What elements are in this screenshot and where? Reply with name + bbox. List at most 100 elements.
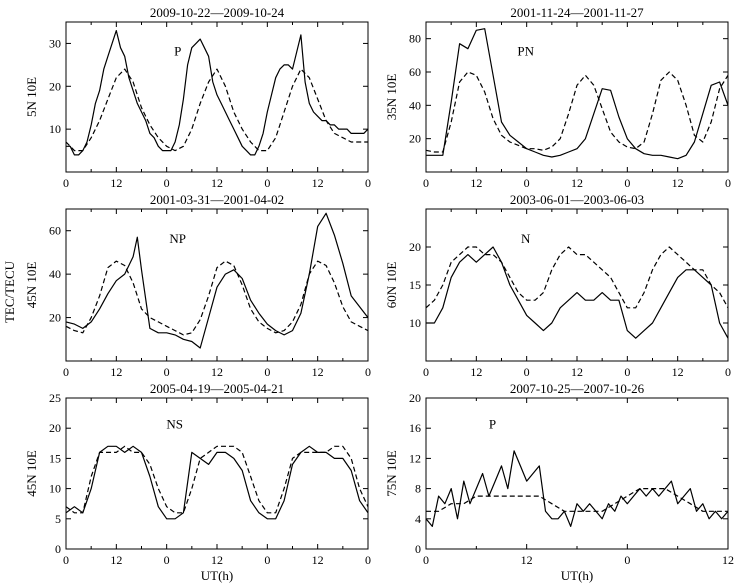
panel-annotation: P [489,417,496,432]
y-tick-label: 30 [49,36,61,50]
x-tick-label: 0 [365,176,371,190]
series-line-dashed [426,488,728,512]
y-tick-label: 80 [409,32,421,46]
y-tick-label: 25 [49,391,61,405]
x-tick-label: 0 [725,365,731,379]
panel-4: 2003-06-01—2003-06-03 N 60N 10E 0 12 0 12 0 12 0 1… [384,192,731,379]
x-tick-label: 12 [470,176,482,190]
x-tick-label: 0 [264,176,270,190]
y-tick-label: 4 [415,512,421,526]
series-line-dashed [425,71,729,153]
x-tick-label: 0 [63,365,69,379]
y-tick-label: 20 [409,240,421,254]
x-tick-label: 0 [164,553,170,567]
y-tick-label: 10 [49,482,61,496]
y-tick-label: 8 [415,482,421,496]
panel-title: 2007-10-25—2007-10-26 [510,381,645,396]
series-line-solid [426,246,729,339]
x-tick-label: 0 [264,365,270,379]
y-tick-label: 20 [49,311,61,325]
x-tick-label: 0 [423,176,429,190]
figure-ylabel: TEC/TECU [2,260,17,323]
x-tick-label: 12 [312,365,324,379]
series-line-solid [65,212,369,349]
y-tick-label: 5 [55,512,61,526]
panel-annotation: N [521,231,531,246]
x-tick-label: 0 [264,553,270,567]
y-tick-label: 20 [49,421,61,435]
x-tick-label: 12 [211,553,223,567]
x-tick-label: 0 [63,553,69,567]
x-tick-label: 0 [624,365,630,379]
panel-2: 2001-11-24—2001-11-27 PN 35N 10E 0 12 0 12 0 12 0… [384,5,731,190]
series-line-solid [426,28,729,160]
x-tick-label: 0 [423,365,429,379]
panel-6: 2007-10-25—2007-10-26 P 75N 10E 0 12 0 12 0 4 8 12… [384,381,734,567]
x-tick-label: 12 [571,176,583,190]
y-axis-label: 75N 10E [384,450,399,497]
plot-frame [425,208,729,362]
x-tick-label: 12 [571,365,583,379]
x-tick-label: 0 [63,176,69,190]
y-tick-label: 20 [409,132,421,146]
panel-annotation: NS [166,417,183,432]
x-tick-label: 12 [211,176,223,190]
series-line-solid [425,450,729,528]
y-tick-label: 0 [55,542,61,556]
panel-3: 2001-03-31—2001-04-02 NP 45N 10E 0 12 0 12 0 12 0… [24,192,371,379]
x-tick-label: 12 [110,365,122,379]
y-tick-label: 12 [409,451,421,465]
series-line-dashed [65,260,369,336]
x-tick-label: 12 [672,176,684,190]
plot-frame [65,208,369,362]
panel-title: 2009-10-22—2009-10-24 [150,5,285,20]
y-tick-label: 10 [49,122,61,136]
y-axis-label: 45N 10E [24,262,39,309]
y-tick-label: 15 [409,278,421,292]
x-tick-label: 12 [211,365,223,379]
x-tick-label: 12 [312,176,324,190]
panel-annotation: P [174,44,181,59]
y-tick-label: 20 [49,79,61,93]
y-tick-label: 40 [49,267,61,281]
x-tick-label: 0 [524,365,530,379]
x-tick-label: 0 [164,365,170,379]
series-line-solid [65,445,369,520]
x-tick-label: 0 [423,553,429,567]
series-line-solid [66,30,369,156]
x-tick-label: 12 [521,553,533,567]
x-tick-label: 0 [164,176,170,190]
series-line-dashed [65,445,369,514]
y-tick-label: 16 [409,421,421,435]
y-tick-label: 60 [49,224,61,238]
y-tick-label: 20 [409,391,421,405]
panel-5: 2005-04-19—2005-04-21 NS 45N 10E 0 12 0 12 0 12 0… [24,381,371,567]
panel-1: 2009-10-22—2009-10-24 P 5N 10E 0 12 0 12 0 12 0 10… [24,5,371,190]
x-tick-label: 12 [110,553,122,567]
panel-title: 2001-11-24—2001-11-27 [510,5,644,20]
x-tick-label: 12 [722,553,734,567]
x-tick-label: 12 [312,553,324,567]
y-tick-label: 60 [409,65,421,79]
y-axis-label: 60N 10E [384,262,399,309]
y-tick-label: 0 [415,542,421,556]
x-tick-label: 0 [365,365,371,379]
panel-title: 2005-04-19—2005-04-21 [150,381,284,396]
series-line-dashed [425,246,729,309]
y-axis-label: 35N 10E [384,74,399,121]
panel-title: 2003-06-01—2003-06-03 [510,192,644,207]
figure-xlabel-right: UT(h) [561,568,594,583]
y-axis-label: 5N 10E [24,77,39,117]
x-tick-label: 0 [725,176,731,190]
figure-xlabel-left: UT(h) [201,568,234,583]
y-tick-label: 10 [409,316,421,330]
panel-title: 2001-03-31—2001-04-02 [150,192,284,207]
x-tick-label: 12 [110,176,122,190]
panel-annotation: NP [169,231,186,246]
series-line-dashed [65,68,368,152]
y-tick-label: 15 [49,451,61,465]
plot-frame [425,397,729,550]
x-tick-label: 12 [470,365,482,379]
x-tick-label: 0 [524,176,530,190]
